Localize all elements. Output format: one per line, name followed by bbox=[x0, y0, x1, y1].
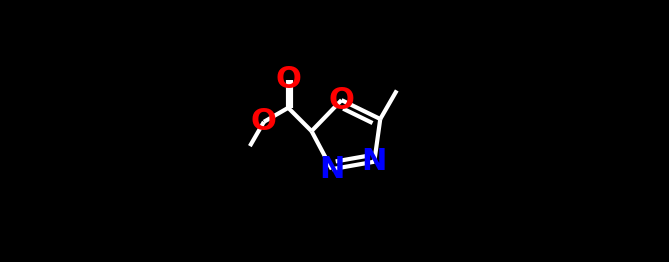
Text: N: N bbox=[319, 155, 345, 184]
Text: O: O bbox=[328, 86, 355, 114]
Text: O: O bbox=[251, 107, 277, 136]
Text: O: O bbox=[275, 65, 301, 94]
Text: N: N bbox=[361, 147, 387, 176]
